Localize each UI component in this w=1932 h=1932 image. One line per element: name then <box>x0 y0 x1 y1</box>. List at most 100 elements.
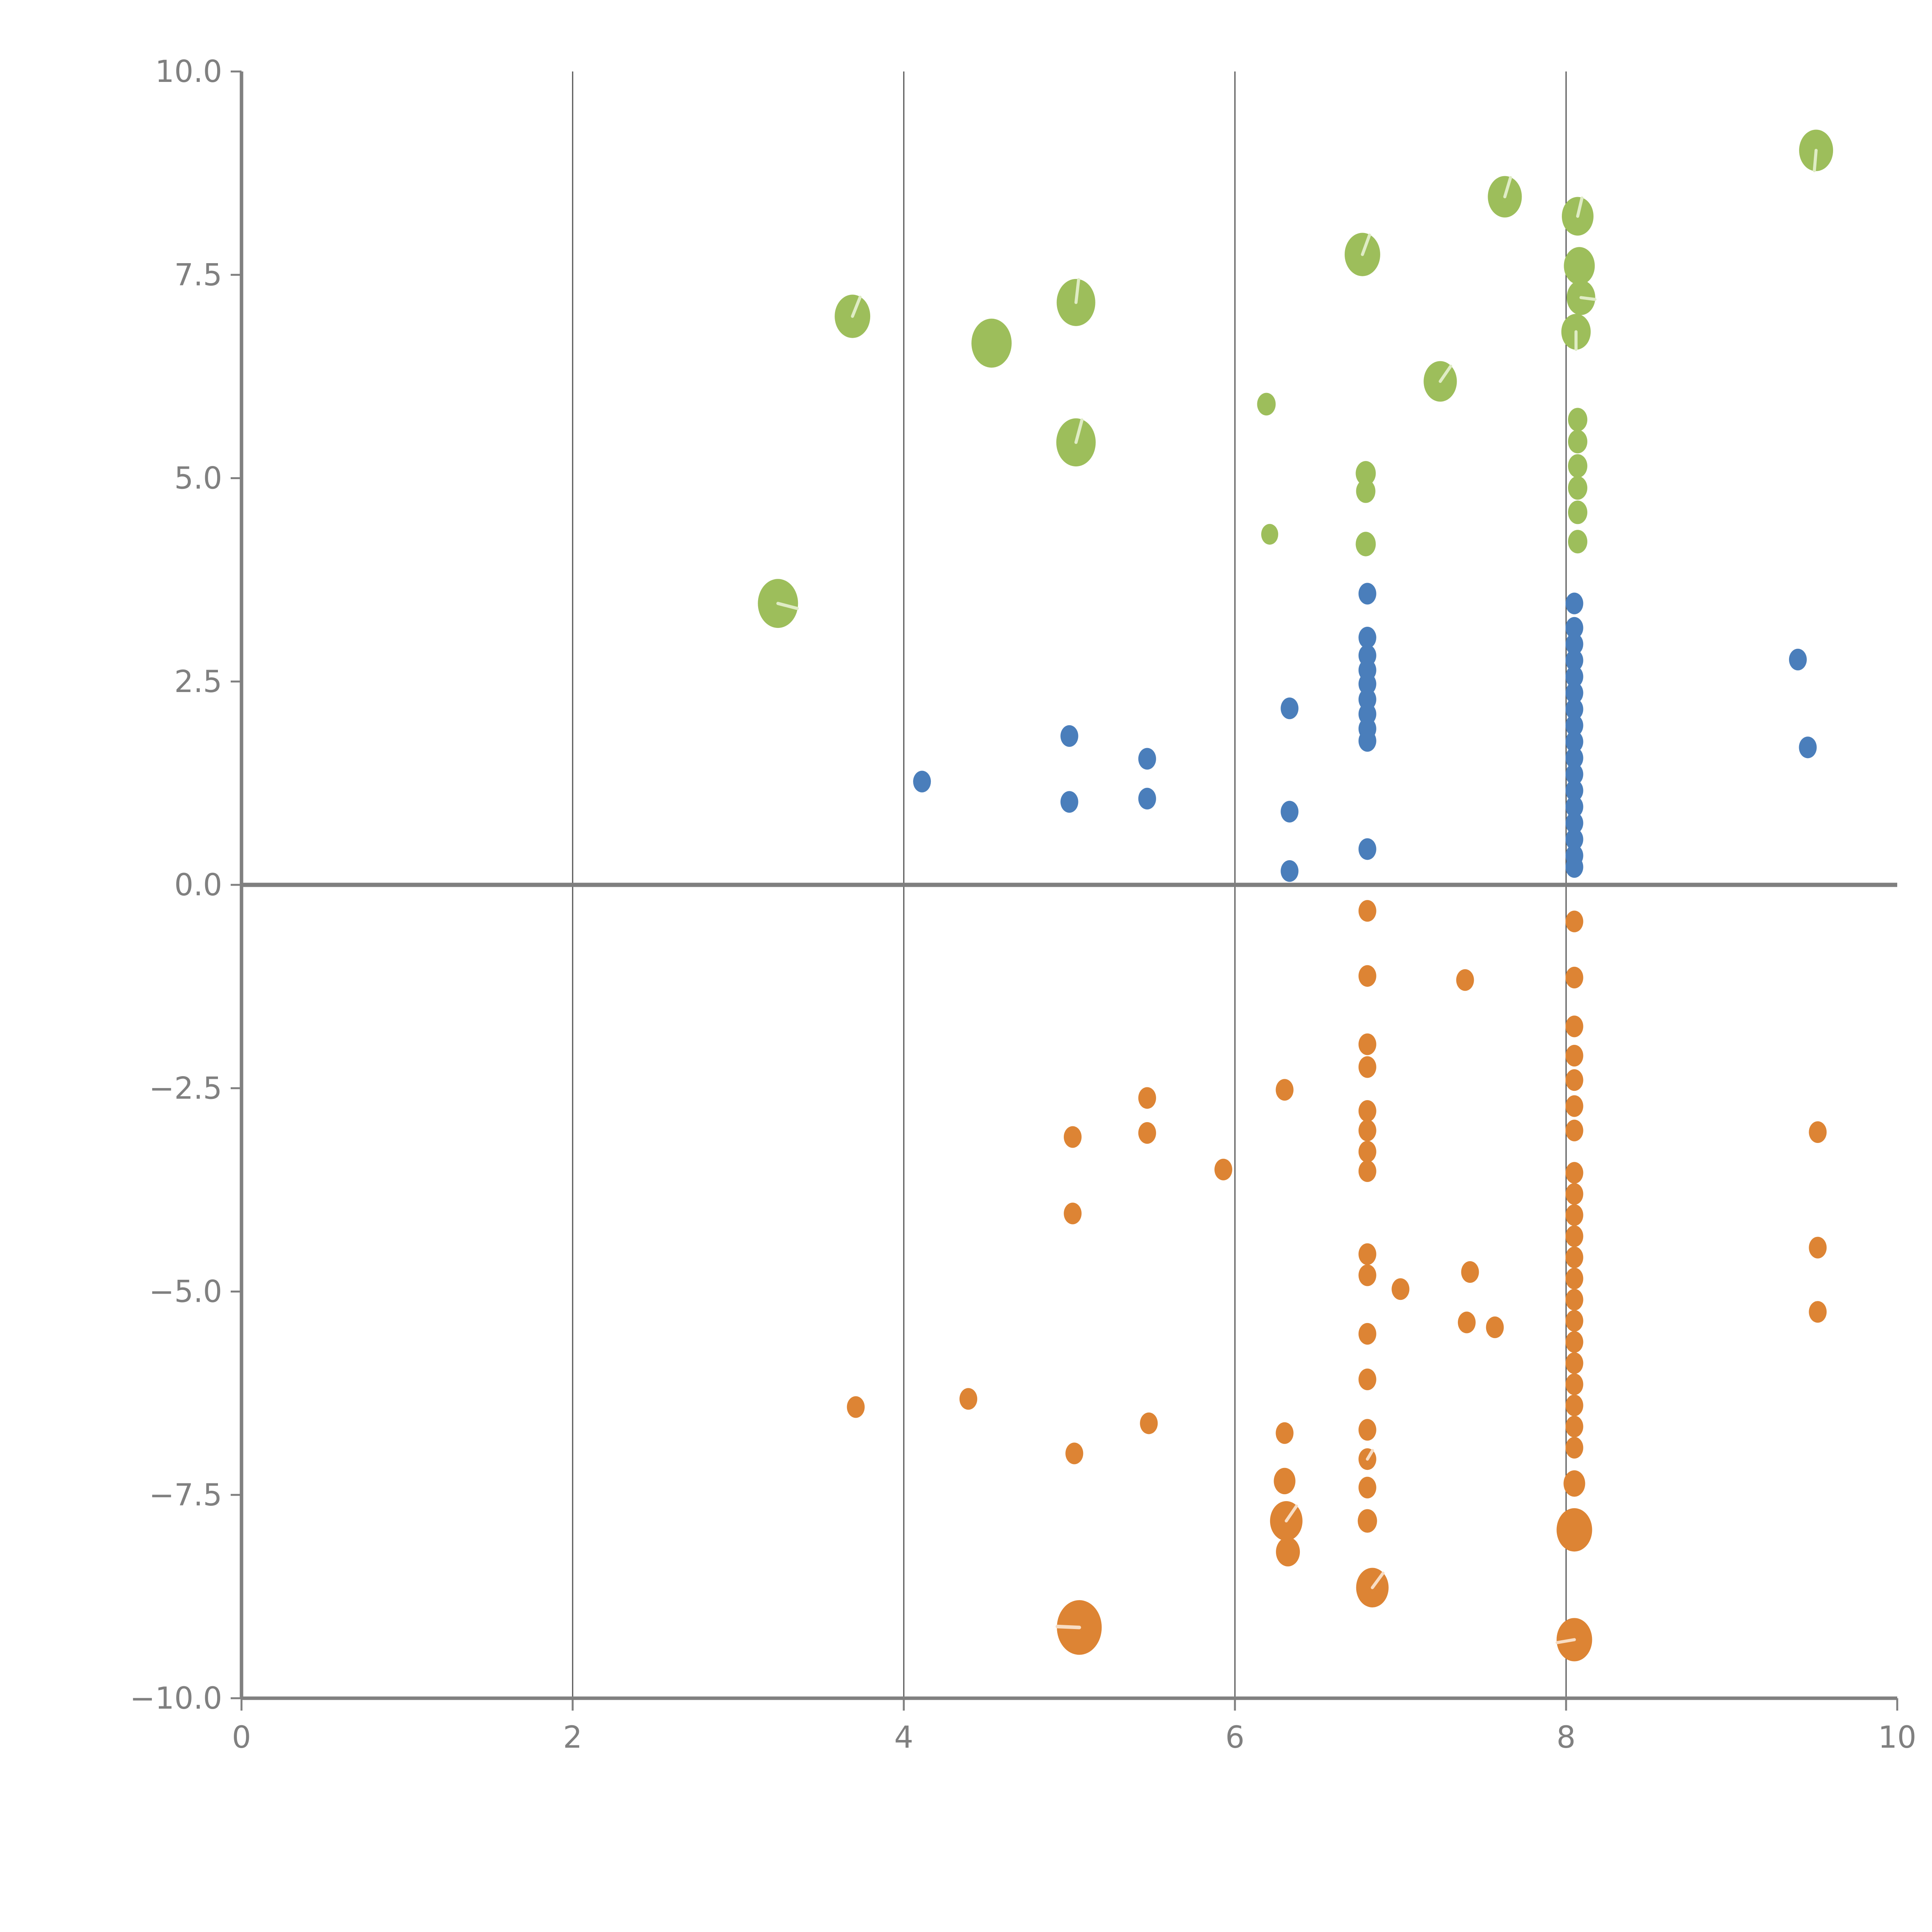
data-point <box>1456 969 1474 991</box>
data-point <box>1565 1395 1583 1417</box>
data-point <box>1356 479 1376 503</box>
series-blue <box>913 583 1817 882</box>
data-point <box>1358 900 1376 922</box>
data-point <box>1565 1204 1583 1226</box>
data-point <box>1565 1119 1583 1141</box>
series-green <box>758 129 1833 628</box>
data-point <box>1281 860 1299 882</box>
tick-marks-group <box>231 70 1898 1711</box>
data-point <box>1281 801 1299 823</box>
data-point <box>1565 714 1583 736</box>
marker-wedge-indicator <box>851 296 862 318</box>
data-point <box>1138 748 1156 770</box>
data-point <box>1809 1236 1827 1259</box>
data-point <box>1138 787 1156 810</box>
data-point <box>1064 1126 1082 1148</box>
marker-wedge-indicator <box>1055 1624 1081 1629</box>
y-tick-label: −5.0 <box>149 1275 222 1310</box>
data-point <box>1809 1121 1827 1143</box>
y-tick-label: 2.5 <box>174 665 222 699</box>
marker-wedge-indicator <box>1366 1449 1374 1461</box>
data-point <box>1358 1419 1376 1441</box>
marker-wedge-indicator <box>1361 233 1371 256</box>
data-point <box>1565 828 1583 850</box>
data-point <box>1565 796 1583 818</box>
y-tick-label: −10.0 <box>130 1681 222 1716</box>
data-point <box>1568 430 1587 454</box>
data-point <box>1358 1100 1376 1122</box>
data-point <box>1565 1095 1583 1117</box>
data-point <box>1358 1476 1376 1498</box>
data-point <box>1565 1415 1583 1437</box>
data-point <box>1565 731 1583 753</box>
marker-wedge-indicator <box>1576 196 1584 218</box>
y-tick-label: −7.5 <box>149 1478 222 1513</box>
data-point <box>1565 763 1583 785</box>
marker-wedge-indicator <box>1074 418 1084 444</box>
data-point <box>1565 1247 1583 1269</box>
data-point <box>1563 1470 1585 1497</box>
data-point <box>1358 673 1376 695</box>
data-point <box>1358 1264 1376 1286</box>
data-point <box>959 1388 978 1410</box>
x-tick-label: 6 <box>1225 1720 1245 1755</box>
data-point <box>1565 1015 1583 1037</box>
data-point <box>1486 1316 1504 1338</box>
data-point <box>1565 633 1583 655</box>
data-point <box>1391 1278 1410 1300</box>
marker-wedge-indicator <box>1503 176 1512 199</box>
data-point <box>1138 1122 1156 1144</box>
data-point <box>1358 1160 1376 1182</box>
data-point <box>1461 1261 1479 1283</box>
data-point <box>1276 1079 1294 1101</box>
data-point <box>1564 247 1595 285</box>
data-point <box>1358 1368 1376 1390</box>
data-point <box>1565 1183 1583 1205</box>
data-point <box>1358 1056 1376 1078</box>
marker-wedge-indicator <box>776 602 799 610</box>
data-point <box>1565 1225 1583 1247</box>
data-point <box>1358 1119 1376 1141</box>
data-point <box>1565 910 1583 932</box>
data-point <box>1358 583 1376 605</box>
data-point <box>1565 812 1583 834</box>
data-point <box>1358 1033 1376 1055</box>
data-point <box>1565 682 1583 704</box>
data-point <box>1565 1373 1583 1395</box>
data-point <box>847 1396 865 1418</box>
data-point <box>1565 1331 1583 1353</box>
marker-wedge-indicator <box>1439 364 1452 383</box>
data-point <box>1274 1468 1296 1495</box>
data-point <box>1060 791 1078 813</box>
data-point <box>1565 856 1583 878</box>
data-point <box>1565 1352 1583 1374</box>
data-point <box>1257 393 1276 416</box>
x-tick-label: 10 <box>1878 1720 1916 1755</box>
x-tick-label: 0 <box>232 1720 251 1755</box>
x-tick-label: 2 <box>563 1720 582 1755</box>
data-point <box>1565 617 1583 639</box>
data-point <box>1214 1158 1233 1180</box>
data-point <box>1565 666 1583 688</box>
data-point <box>1565 698 1583 720</box>
data-point <box>1799 736 1817 759</box>
data-point <box>1358 965 1376 987</box>
data-point <box>1358 1243 1376 1265</box>
data-point <box>913 770 931 793</box>
data-point <box>1789 648 1807 670</box>
data-point <box>1065 1442 1083 1464</box>
data-point <box>1064 1202 1082 1225</box>
data-points-group <box>758 129 1833 1662</box>
data-point <box>1568 530 1587 554</box>
data-point <box>1458 1311 1476 1333</box>
data-point <box>1565 1044 1583 1067</box>
data-point <box>1565 1289 1583 1311</box>
marker-wedge-indicator <box>1371 1571 1385 1589</box>
x-tick-label: 8 <box>1556 1720 1576 1755</box>
marker-wedge-indicator <box>1074 278 1080 304</box>
data-point <box>1556 1508 1592 1552</box>
data-point <box>1276 1537 1300 1566</box>
data-point <box>1565 592 1583 614</box>
data-point <box>1355 461 1376 486</box>
